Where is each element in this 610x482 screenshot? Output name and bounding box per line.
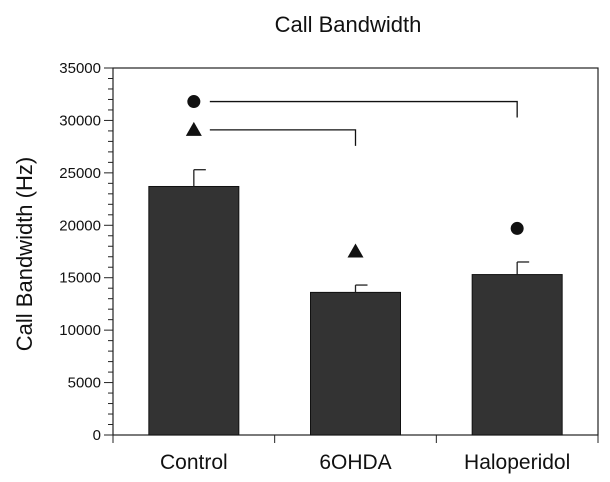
bar-control bbox=[148, 185, 240, 436]
significance-bracket-circle bbox=[209, 100, 518, 118]
chart-title: Call Bandwidth bbox=[275, 12, 422, 37]
y-tick-label: 15000 bbox=[59, 270, 101, 287]
plot-area: 0 5000 10000 15000 20000 25000 30000 35000 Contr… bbox=[59, 60, 599, 474]
significance-marker-triangle bbox=[185, 121, 202, 136]
y-tick-label: 0 bbox=[93, 427, 101, 444]
y-axis-title: Call Bandwidth (Hz) bbox=[12, 157, 37, 351]
significance-marker-triangle bbox=[347, 243, 364, 258]
y-tick-label: 10000 bbox=[59, 322, 101, 339]
bar-haloperidol bbox=[471, 274, 563, 436]
x-tick-label: 6OHDA bbox=[319, 451, 391, 474]
x-tick-label: Control bbox=[160, 451, 228, 474]
significance-bracket-triangle bbox=[209, 129, 357, 146]
y-tick-label: 20000 bbox=[59, 217, 101, 234]
significance-marker-circle bbox=[187, 95, 201, 109]
x-tick-label: Haloperidol bbox=[464, 451, 570, 474]
y-tick-label: 35000 bbox=[59, 60, 101, 77]
significance-marker-circle bbox=[510, 221, 524, 235]
y-tick-label: 5000 bbox=[68, 375, 101, 392]
y-tick-label: 30000 bbox=[59, 112, 101, 129]
bar-6ohda bbox=[310, 291, 401, 436]
y-tick-label: 25000 bbox=[59, 165, 101, 182]
